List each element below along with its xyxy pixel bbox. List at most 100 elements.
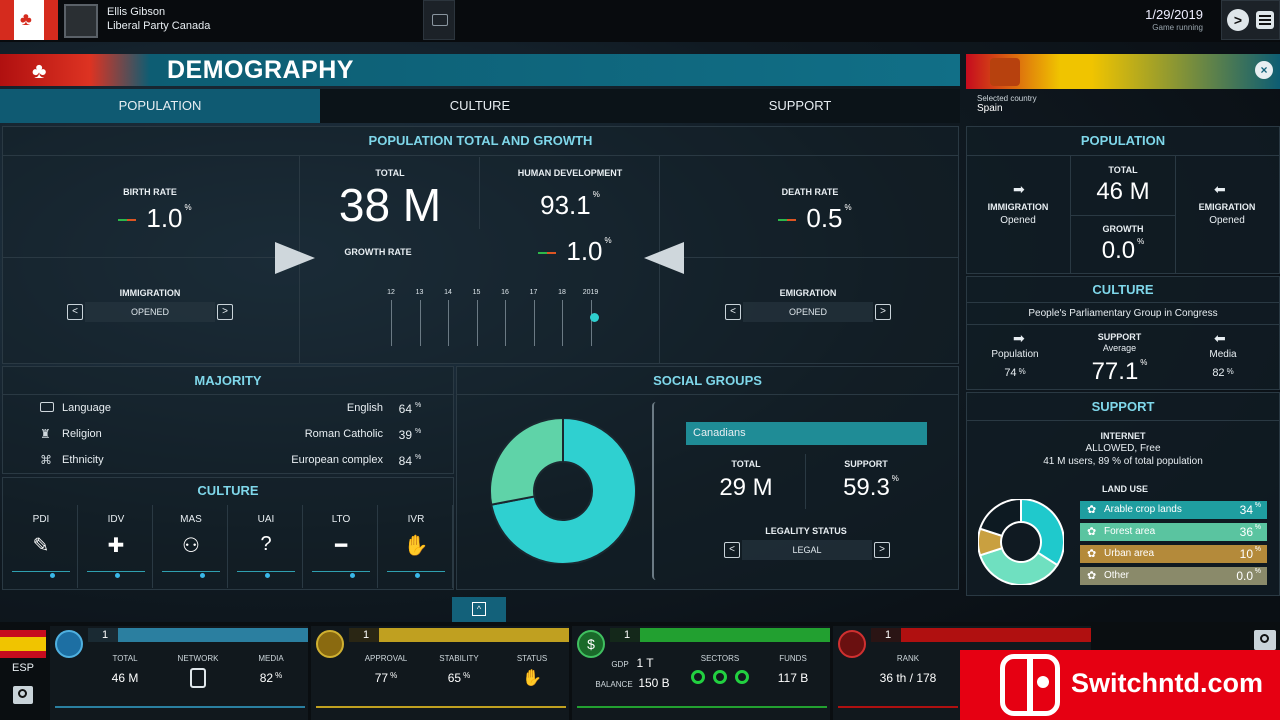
- trend-icon: [778, 219, 797, 222]
- total-label: TOTAL: [375, 168, 405, 178]
- game-status: Game running: [1152, 23, 1203, 32]
- culture-dim-scale: [237, 571, 295, 572]
- ethnicity-icon: ⌘: [40, 453, 52, 467]
- pct-sign: %: [1254, 502, 1261, 509]
- leader-name: Ellis Gibson: [107, 6, 166, 18]
- rank-label: RANK: [896, 654, 920, 663]
- divider: [2, 394, 454, 395]
- collapse-button[interactable]: ^: [452, 597, 506, 622]
- right-media-pct: 82%: [1212, 367, 1234, 379]
- culture-dim-lto[interactable]: LTO ━: [304, 505, 378, 588]
- bottom-network-label: NETWORK: [177, 654, 219, 663]
- emigration-prev-button[interactable]: <: [725, 304, 741, 320]
- culture-dim-icon: ⚇: [182, 535, 200, 557]
- leader-avatar[interactable]: [64, 4, 98, 38]
- game-date: 1/29/2019: [1145, 7, 1203, 22]
- immigration-next-button[interactable]: >: [217, 304, 233, 320]
- right-average-label: Average: [1102, 343, 1137, 353]
- language-pct: 64: [398, 402, 412, 416]
- emigration-selector[interactable]: OPENED: [743, 302, 873, 322]
- search-button[interactable]: [13, 686, 33, 704]
- culture-dim-ivr[interactable]: IVR ✋: [379, 505, 453, 588]
- culture-dim-icon: ?: [260, 533, 272, 555]
- tab-population[interactable]: POPULATION: [0, 89, 320, 123]
- year-tick-label: 13: [415, 289, 424, 296]
- religion-pct: 39: [398, 428, 412, 442]
- military-rank: 1: [885, 629, 892, 641]
- play-button[interactable]: >: [1227, 9, 1249, 31]
- growth-rate-value: 1.0%: [520, 236, 630, 267]
- culture-dim-mas[interactable]: MAS ⚇: [154, 505, 228, 588]
- funds-value: 117 B: [777, 671, 809, 685]
- population-bar: [88, 628, 308, 642]
- land-use-label: Forest area: [1104, 526, 1156, 537]
- right-media-label: Media: [1209, 349, 1237, 360]
- immigration-prev-button[interactable]: <: [67, 304, 83, 320]
- culture-dim-scale: [387, 571, 445, 572]
- tab-culture[interactable]: CULTURE: [449, 98, 511, 113]
- year-tick-line: [476, 300, 478, 346]
- timeline-marker: [590, 313, 599, 322]
- chat-icon: [432, 14, 448, 26]
- legality-next-button[interactable]: >: [874, 542, 890, 558]
- maple-leaf-icon: ♣: [20, 9, 32, 29]
- land-use-pct: 0.0: [1236, 569, 1253, 583]
- land-use-donut: [978, 499, 1064, 585]
- right-population-pct: 74%: [1004, 367, 1026, 379]
- close-icon[interactable]: ×: [1255, 61, 1273, 79]
- culture-dim-scale: [312, 571, 370, 572]
- divider: [1070, 156, 1071, 273]
- internet-users: 41 M users, 89 % of total population: [1043, 456, 1203, 467]
- group-selector[interactable]: Canadians: [686, 422, 927, 445]
- chat-button[interactable]: [423, 0, 455, 40]
- culture-dim-scale: [87, 571, 145, 572]
- right-support-label: SUPPORT: [1097, 332, 1142, 342]
- land-use-pct: 10: [1239, 547, 1253, 561]
- pct-sign: %: [415, 402, 422, 409]
- tab-support[interactable]: SUPPORT: [768, 98, 832, 113]
- canada-flag: [0, 0, 58, 40]
- divider: [805, 454, 806, 509]
- culture-dim-uai[interactable]: UAI?: [229, 505, 303, 588]
- legality-selector[interactable]: LEGAL: [742, 540, 872, 560]
- right-culture-group: People's Parliamentary Group in Congress: [1028, 308, 1218, 319]
- approval-value: 77%: [374, 671, 398, 685]
- right-total-value: 46 M: [1096, 178, 1150, 205]
- right-population-label: Population: [991, 349, 1039, 360]
- menu-button[interactable]: [1256, 11, 1274, 29]
- culture-dim-idv[interactable]: IDV ✚: [79, 505, 153, 588]
- donut-slice: [978, 546, 1059, 585]
- trend-icon: [118, 219, 137, 222]
- year-tick-line: [505, 300, 506, 346]
- culture-dim-pdi[interactable]: PDI ✎: [4, 505, 78, 588]
- switch-logo-icon: [1000, 654, 1060, 716]
- group-support-label: SUPPORT: [844, 459, 888, 469]
- right-growth-value: 0.0%: [1101, 237, 1145, 264]
- culture-dim-dot: [350, 573, 355, 578]
- land-use-row: Arable crop lands 34% ✿: [1080, 501, 1267, 519]
- divider: [2, 155, 959, 156]
- year-tick-label: 16: [501, 289, 509, 296]
- religion-label: Religion: [62, 428, 102, 440]
- gdp-label: GDP: [611, 660, 629, 669]
- human-development-label: HUMAN DEVELOPMENT: [517, 168, 623, 178]
- country-code: ESP: [11, 662, 34, 674]
- legality-prev-button[interactable]: <: [724, 542, 740, 558]
- emigration-next-button[interactable]: >: [875, 304, 891, 320]
- immigration-selector[interactable]: OPENED: [85, 302, 215, 322]
- land-use-pct: 34: [1239, 503, 1253, 517]
- culture-dim-scale: [162, 571, 220, 572]
- divider: [660, 257, 959, 258]
- group-total-label: TOTAL: [731, 459, 761, 469]
- map-search-button[interactable]: [1254, 630, 1276, 650]
- right-total-label: TOTAL: [1108, 165, 1138, 175]
- language-label: Language: [62, 402, 111, 414]
- death-rate-value: 0.5%: [760, 203, 870, 234]
- land-use-label: Urban area: [1104, 548, 1155, 559]
- donut-slice: [490, 418, 564, 506]
- party-name: Liberal Party Canada: [107, 20, 211, 32]
- population-growth-header: POPULATION TOTAL AND GROWTH: [368, 133, 593, 148]
- search-icon: [18, 689, 27, 698]
- culture-dim-dot: [265, 573, 270, 578]
- bottom-total-value: 46 M: [111, 671, 139, 685]
